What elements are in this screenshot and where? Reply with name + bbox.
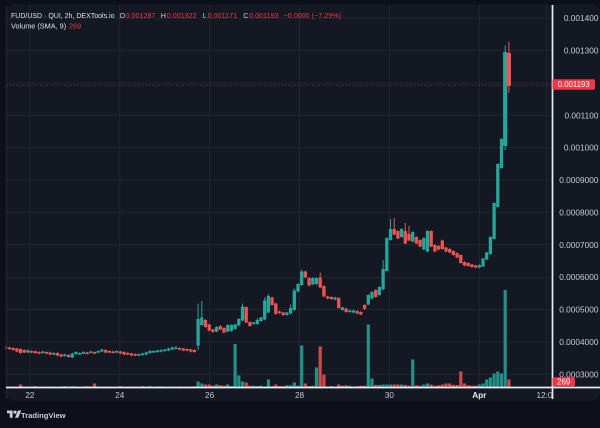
svg-text:0.001400: 0.001400 bbox=[564, 13, 599, 23]
svg-text:0.001300: 0.001300 bbox=[564, 46, 599, 56]
svg-text:L: L bbox=[203, 11, 207, 20]
svg-text:0.0004000: 0.0004000 bbox=[559, 337, 599, 347]
svg-text:H: H bbox=[161, 11, 166, 20]
svg-text:22: 22 bbox=[25, 391, 35, 400]
svg-text:0.0006000: 0.0006000 bbox=[559, 272, 599, 282]
svg-text:0.001193: 0.001193 bbox=[558, 80, 590, 89]
svg-text:0.001287: 0.001287 bbox=[126, 11, 156, 20]
svg-text:−0.0000 (−7.29%): −0.0000 (−7.29%) bbox=[284, 11, 342, 20]
svg-text:TradingView: TradingView bbox=[21, 411, 66, 420]
svg-text:269: 269 bbox=[557, 377, 571, 386]
svg-text:0.0009000: 0.0009000 bbox=[559, 175, 599, 185]
svg-text:0.001100: 0.001100 bbox=[565, 110, 599, 120]
svg-text:0.0005000: 0.0005000 bbox=[559, 305, 599, 315]
svg-text:C: C bbox=[243, 11, 248, 20]
svg-text:0.0007000: 0.0007000 bbox=[559, 240, 599, 250]
svg-text:0.0008000: 0.0008000 bbox=[559, 207, 599, 217]
svg-text:Apr: Apr bbox=[472, 391, 487, 400]
svg-text:24: 24 bbox=[115, 391, 125, 400]
svg-text:30: 30 bbox=[385, 391, 395, 400]
svg-text:26: 26 bbox=[205, 391, 215, 400]
svg-text:0.001000: 0.001000 bbox=[564, 143, 599, 153]
svg-text:0.001193: 0.001193 bbox=[249, 11, 278, 20]
svg-text:269: 269 bbox=[69, 21, 81, 30]
svg-text:Volume (SMA, 9): Volume (SMA, 9) bbox=[11, 21, 66, 30]
svg-text:28: 28 bbox=[295, 391, 305, 400]
svg-text:0.001322: 0.001322 bbox=[167, 11, 197, 20]
svg-text:FUD/USD · QUI, 2h, DEXTools.io: FUD/USD · QUI, 2h, DEXTools.io bbox=[11, 13, 115, 20]
svg-text:0.001171: 0.001171 bbox=[208, 11, 237, 20]
